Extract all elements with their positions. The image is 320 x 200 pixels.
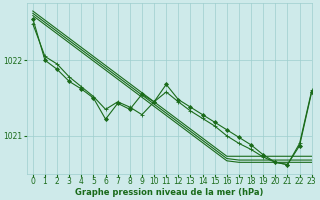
X-axis label: Graphe pression niveau de la mer (hPa): Graphe pression niveau de la mer (hPa)	[75, 188, 263, 197]
